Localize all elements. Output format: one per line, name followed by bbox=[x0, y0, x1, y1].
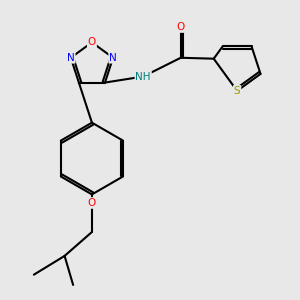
Text: O: O bbox=[88, 198, 96, 208]
Text: N: N bbox=[109, 53, 117, 63]
Text: O: O bbox=[177, 22, 185, 32]
Text: S: S bbox=[234, 86, 240, 96]
Text: O: O bbox=[88, 38, 96, 47]
Text: N: N bbox=[67, 53, 75, 63]
Text: NH: NH bbox=[135, 71, 151, 82]
